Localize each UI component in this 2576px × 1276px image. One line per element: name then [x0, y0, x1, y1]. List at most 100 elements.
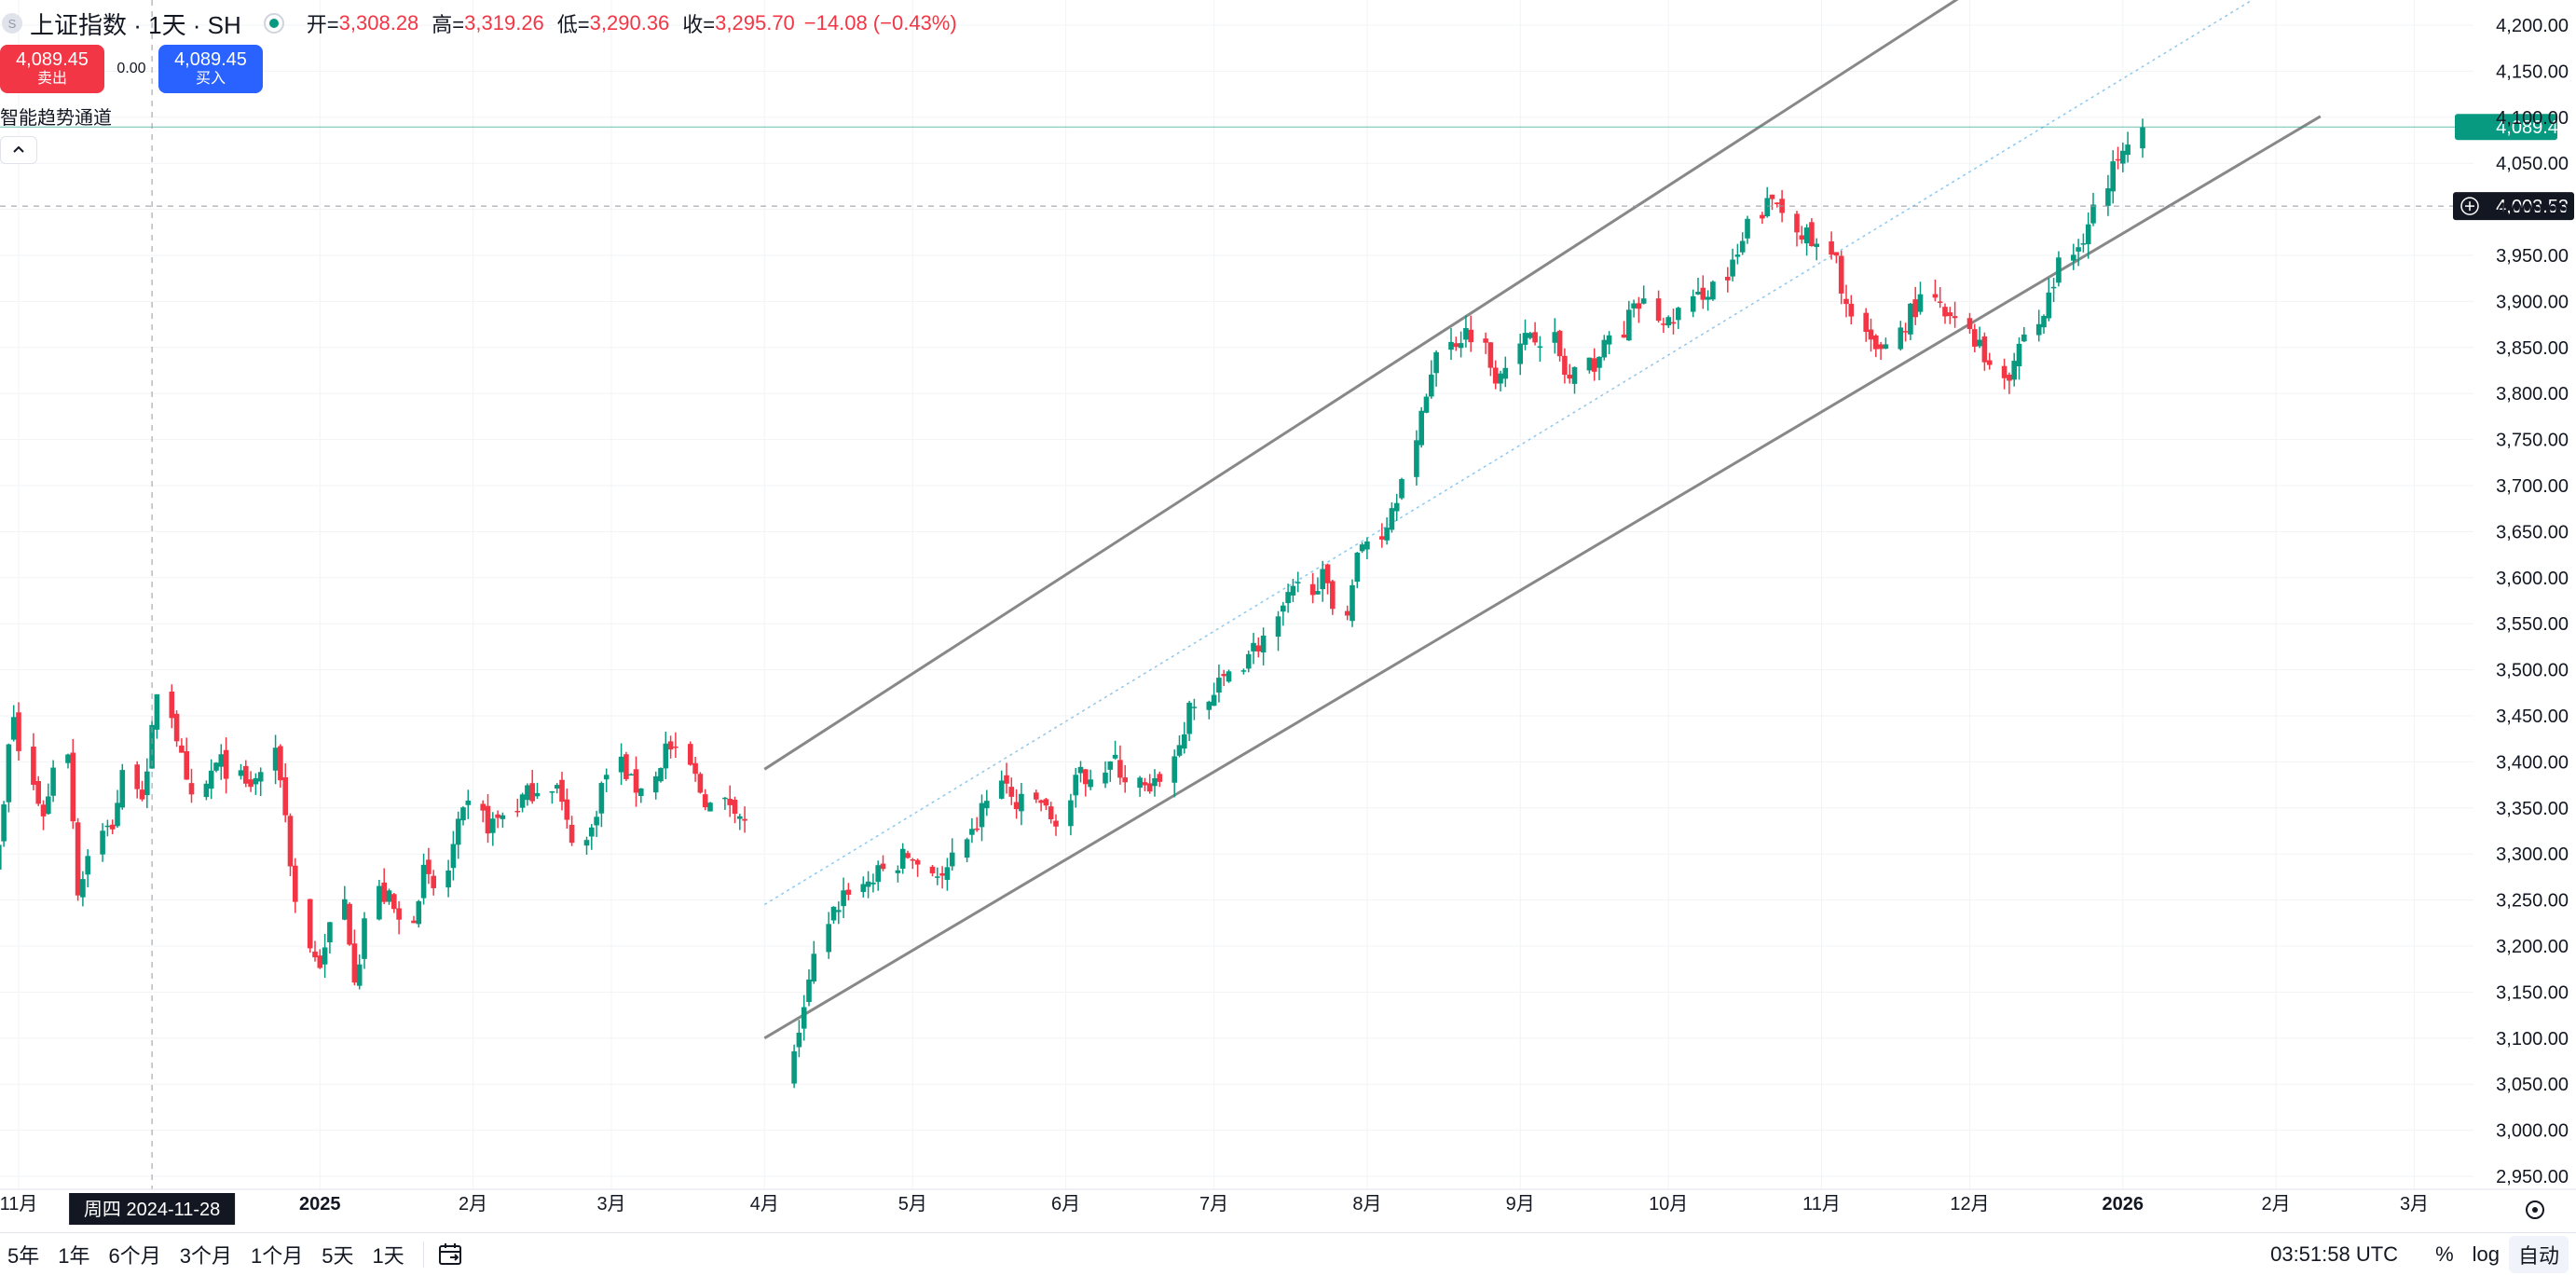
candle-body	[1034, 792, 1039, 800]
candle-body	[46, 796, 51, 815]
candle-body	[75, 822, 81, 896]
candle-body	[1043, 799, 1049, 806]
collapse-legend-button[interactable]	[0, 136, 37, 164]
candle-body	[1492, 367, 1499, 384]
auto-scale-button[interactable]: 自动	[2508, 1236, 2569, 1273]
candle-body	[218, 754, 225, 767]
symbol-legend: S 上证指数 · 1天 · SH 开= 3,308.28 高= 3,319.26…	[0, 7, 957, 39]
time-tick-label: 7月	[1199, 1194, 1228, 1214]
candle-body	[1803, 227, 1810, 244]
candle-body	[1586, 357, 1593, 371]
candle-body	[1429, 374, 1434, 397]
candle-body	[248, 779, 253, 788]
candle-body	[1152, 777, 1158, 787]
candle-body	[1004, 775, 1009, 784]
candle-body	[860, 884, 867, 892]
candle-body	[722, 797, 728, 800]
candle-body	[1814, 243, 1819, 247]
candle-body	[1463, 327, 1469, 340]
candle-body	[796, 1032, 802, 1048]
candle-body	[169, 692, 175, 719]
candle-body	[880, 863, 886, 870]
candle-body	[673, 746, 678, 748]
range-3m-button[interactable]: 3个月	[179, 1243, 232, 1268]
symbol-title[interactable]: 上证指数 · 1天 · SH	[30, 10, 241, 39]
candle-body	[549, 791, 555, 793]
candle-body	[742, 818, 747, 821]
price-tick-label: 3,200.00	[2496, 937, 2569, 957]
candle-body	[1571, 366, 1578, 384]
price-tick-label: 3,750.00	[2496, 431, 2569, 451]
candle-body	[870, 882, 876, 885]
candle-body	[2021, 334, 2027, 342]
candle-body	[317, 955, 323, 968]
candle-body	[1117, 760, 1123, 778]
candle-body	[1670, 322, 1677, 324]
candle-body	[939, 872, 945, 876]
candle-body	[929, 866, 936, 874]
high-label: 高=	[432, 13, 465, 36]
candle-body	[2076, 247, 2081, 252]
candle-body	[1863, 312, 1869, 332]
add-alert-icon[interactable]	[2460, 197, 2479, 215]
candle-body	[583, 840, 590, 846]
range-5d-button[interactable]: 5天	[322, 1243, 354, 1268]
candle-body	[416, 900, 422, 925]
utc-clock[interactable]: 03:51:58 UTC	[2270, 1242, 2399, 1266]
close-label: 收=	[682, 13, 716, 36]
candle-body	[1952, 316, 1958, 319]
chevron-up-icon	[13, 145, 24, 153]
candle-body	[514, 810, 521, 813]
candle-body	[1073, 775, 1078, 796]
candle-body	[2120, 150, 2126, 164]
candle-body	[1937, 301, 1943, 303]
candle-body	[16, 712, 21, 751]
candle-body	[1695, 292, 1701, 295]
candle-body	[1665, 317, 1671, 326]
bottom-right-controls: 03:51:58 UTC % log 自动	[2270, 1233, 2576, 1276]
price-tick-label: 3,100.00	[2496, 1029, 2569, 1050]
candle-body	[293, 865, 298, 902]
candle-body	[1103, 772, 1108, 784]
percent-scale-button[interactable]: %	[2435, 1242, 2454, 1266]
candle-body	[1107, 761, 1114, 770]
candle-body	[1389, 508, 1395, 530]
candle-body	[1240, 670, 1247, 672]
candle-body	[1898, 327, 1904, 350]
chart-settings-icon[interactable]	[2526, 1201, 2544, 1219]
candle-body	[154, 693, 160, 730]
candle-body	[658, 768, 664, 782]
market-status-icon[interactable]	[263, 13, 284, 34]
log-scale-button[interactable]: log	[2472, 1242, 2500, 1266]
calendar-goto-icon[interactable]	[435, 1241, 467, 1269]
range-1y-button[interactable]: 1年	[58, 1243, 90, 1268]
range-1d-button[interactable]: 1天	[372, 1243, 404, 1268]
sell-button[interactable]: 4,089.45 卖出	[0, 45, 104, 93]
candle-body	[381, 882, 387, 902]
candle-body	[445, 870, 451, 888]
time-tick-label: 6月	[1051, 1194, 1080, 1214]
price-tick-label: 3,350.00	[2496, 799, 2569, 819]
candle-body	[1739, 240, 1746, 253]
buy-button[interactable]: 4,089.45 买入	[158, 45, 263, 93]
candle-body	[1591, 358, 1597, 372]
candle-body	[1621, 335, 1627, 338]
candle-body	[377, 885, 382, 920]
range-5y-button[interactable]: 5年	[7, 1243, 40, 1268]
candle-body	[905, 853, 911, 858]
candle-body	[1977, 339, 1982, 347]
candle-body	[1734, 254, 1741, 257]
time-tick-label: 11月	[1802, 1194, 1841, 1214]
price-chart[interactable]: 4,089.45 4,003.53 周四 2024-11-28 2,950.00 3,…	[0, 0, 2576, 1232]
candle-body	[914, 859, 921, 865]
price-tick-label: 3,450.00	[2496, 707, 2569, 727]
candle-body	[1848, 303, 1855, 317]
range-1m-button[interactable]: 1个月	[251, 1243, 304, 1268]
candle-body	[836, 910, 842, 912]
candle-body	[594, 816, 599, 826]
candle-body	[1631, 303, 1637, 309]
candle-body	[253, 777, 259, 785]
range-6m-button[interactable]: 6个月	[108, 1243, 161, 1268]
indicator-title[interactable]: 智能趋势通道	[0, 108, 112, 129]
candle-body	[35, 781, 41, 804]
